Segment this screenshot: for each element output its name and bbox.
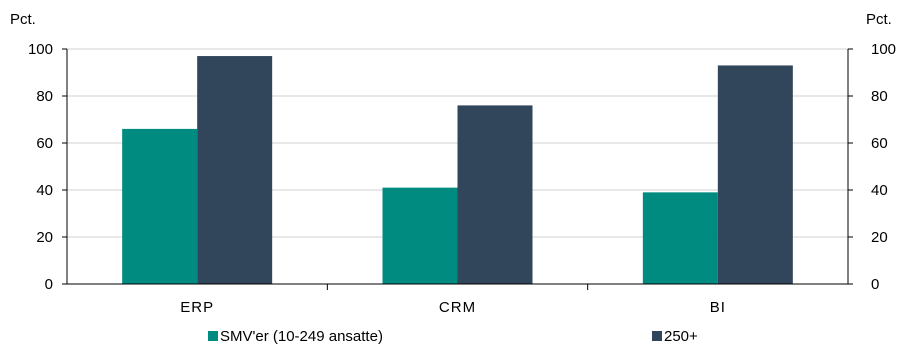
bar-bi-series-1	[642, 192, 718, 284]
left-tick-label-20: 20	[36, 229, 53, 246]
right-tick-label-0: 0	[871, 276, 879, 293]
bar-crm-series-2	[457, 105, 533, 285]
bar-crm-series-1	[382, 187, 458, 284]
left-tick-label-40: 40	[36, 182, 53, 199]
legend-swatch-1	[208, 331, 218, 341]
bar-erp-series-2	[197, 56, 273, 284]
bar-bi-series-2	[717, 65, 793, 284]
right-tick-label-100: 100	[871, 41, 896, 58]
right-tick-label-60: 60	[871, 135, 888, 152]
left-axis-unit: Pct.	[10, 11, 36, 28]
bars	[122, 56, 793, 285]
right-tick-label-40: 40	[871, 182, 888, 199]
category-label-erp: ERP	[180, 299, 214, 316]
legend-label-2: 250+	[664, 328, 698, 345]
left-tick-label-0: 0	[45, 276, 53, 293]
axes: 0 0 20 20 40 40 60 60 80 80 100 100 ERP CRM BI	[28, 41, 896, 316]
legend: SMV'er (10-249 ansatte) 250+	[208, 328, 698, 345]
legend-label-1: SMV'er (10-249 ansatte)	[220, 328, 383, 345]
category-label-bi: BI	[710, 299, 726, 316]
right-tick-label-80: 80	[871, 88, 888, 105]
right-axis-unit: Pct.	[866, 11, 892, 28]
category-label-crm: CRM	[439, 299, 476, 316]
left-tick-label-60: 60	[36, 135, 53, 152]
left-tick-label-80: 80	[36, 88, 53, 105]
right-tick-label-20: 20	[871, 229, 888, 246]
bar-erp-series-1	[122, 128, 198, 284]
left-tick-label-100: 100	[28, 41, 53, 58]
legend-swatch-2	[652, 331, 662, 341]
